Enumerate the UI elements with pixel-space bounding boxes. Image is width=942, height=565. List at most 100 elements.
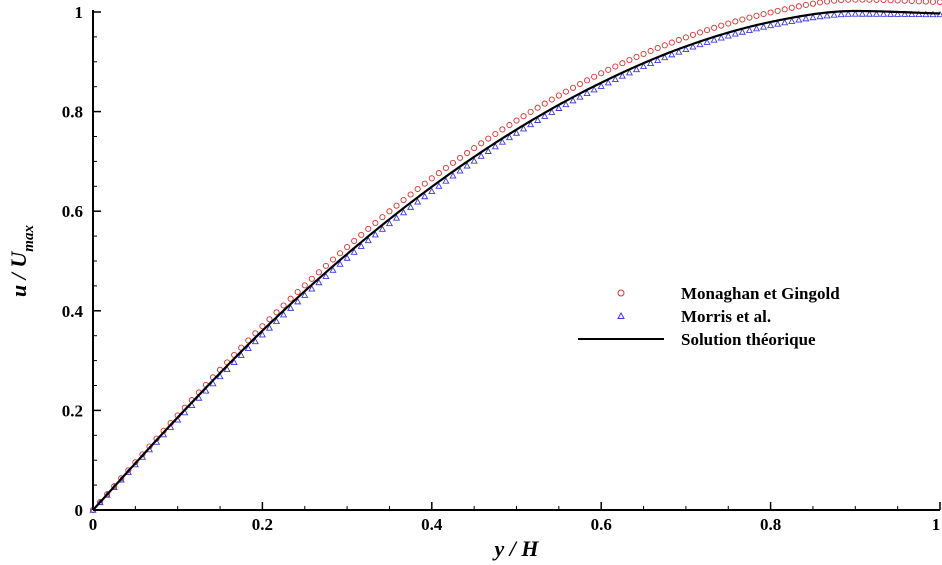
data-point — [372, 219, 379, 227]
data-point — [859, 0, 866, 3]
legend-marker — [617, 289, 625, 297]
data-point — [456, 154, 464, 161]
data-point — [710, 36, 718, 43]
data-point — [463, 162, 471, 169]
legend-label: Morris et al. — [681, 307, 771, 326]
data-point — [407, 203, 415, 210]
data-point — [738, 28, 746, 35]
y-tick-label: 0.4 — [62, 302, 84, 321]
data-point — [329, 266, 337, 273]
data-point — [752, 24, 761, 32]
data-point — [385, 219, 394, 227]
data-point — [308, 285, 316, 292]
y-tick-label: 0 — [75, 501, 84, 520]
data-point — [569, 84, 577, 91]
data-point — [831, 0, 838, 4]
series-line — [92, 9, 941, 511]
data-point — [746, 14, 753, 21]
data-point — [216, 372, 224, 380]
data-point — [668, 39, 675, 46]
data-point — [887, 0, 894, 4]
data-point — [675, 36, 682, 44]
data-point — [259, 323, 266, 330]
x-axis-ticks: 0 0.2 0.4 0.6 0.8 1 — [89, 502, 941, 534]
data-point — [301, 282, 308, 289]
data-point — [400, 208, 408, 216]
data-point — [343, 254, 351, 261]
data-point — [294, 288, 301, 296]
data-point — [809, 0, 817, 7]
data-point — [908, 10, 916, 17]
data-point — [471, 145, 478, 152]
data-point — [287, 304, 295, 311]
data-point — [272, 317, 281, 325]
data-point — [795, 16, 803, 23]
data-point — [336, 260, 344, 267]
data-point — [852, 0, 859, 3]
data-point — [371, 230, 379, 238]
data-point — [534, 104, 541, 111]
legend-marker — [617, 311, 625, 319]
x-tick-label: 0.8 — [760, 515, 781, 534]
data-point — [125, 467, 132, 474]
data-point — [802, 1, 809, 8]
data-point — [230, 358, 238, 365]
data-point — [393, 202, 400, 209]
data-point — [837, 10, 845, 18]
data-point — [351, 237, 358, 244]
data-point — [576, 93, 584, 100]
data-point — [781, 18, 789, 26]
data-point — [604, 79, 612, 86]
data-point — [512, 129, 521, 136]
data-point — [548, 96, 555, 103]
data-point — [392, 214, 401, 221]
data-point — [824, 0, 831, 5]
data-point — [809, 13, 817, 21]
data-point — [266, 316, 273, 323]
x-tick-label: 0.2 — [252, 515, 273, 534]
legend-item: Monaghan et Gingold — [617, 284, 840, 303]
data-point — [499, 126, 506, 133]
data-point — [901, 0, 908, 4]
data-point — [541, 100, 548, 107]
data-point — [894, 0, 901, 4]
data-point — [689, 43, 697, 50]
y-tick-label: 0.8 — [62, 103, 83, 122]
y-axis-title-subscript: max — [21, 225, 37, 252]
data-point — [294, 297, 302, 305]
data-point — [555, 92, 562, 99]
data-point — [866, 0, 873, 3]
data-point — [915, 0, 922, 5]
data-point — [428, 175, 435, 182]
data-point — [322, 272, 330, 279]
data-point — [767, 21, 775, 29]
data-point — [823, 11, 831, 19]
data-point — [774, 20, 782, 27]
data-point — [449, 159, 457, 166]
data-point — [520, 113, 527, 120]
data-point — [816, 12, 824, 20]
data-point — [725, 20, 732, 27]
data-point — [845, 0, 852, 3]
data-point — [519, 124, 528, 132]
data-point — [456, 167, 464, 174]
data-point — [534, 116, 542, 123]
data-point — [675, 48, 683, 55]
data-point — [315, 278, 323, 286]
data-point — [287, 295, 294, 302]
data-point — [583, 89, 591, 96]
data-point — [576, 80, 584, 88]
data-point — [322, 262, 329, 269]
data-point — [223, 365, 231, 373]
data-point — [880, 0, 887, 4]
data-point — [731, 30, 739, 37]
legend-item: Morris et al. — [617, 307, 771, 326]
data-point — [251, 337, 259, 345]
data-point — [872, 10, 881, 17]
data-point — [611, 75, 619, 83]
data-point — [386, 208, 393, 215]
data-point — [478, 140, 485, 147]
data-point — [640, 50, 647, 57]
data-point — [449, 172, 457, 179]
